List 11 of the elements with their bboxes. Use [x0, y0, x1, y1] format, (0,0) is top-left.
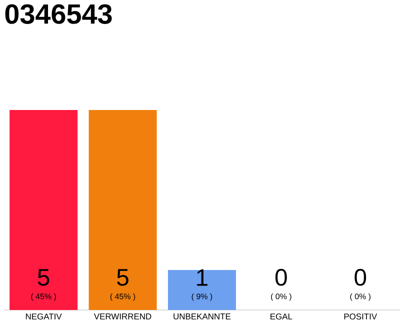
data-label: 0 [354, 268, 366, 286]
x-tick-label: UNBEKANNTE [174, 314, 231, 320]
x-tick-label: POSITIV [344, 314, 378, 320]
data-label: 0 [275, 268, 287, 286]
x-tick-label: EGAL [270, 314, 292, 320]
chart-title: 0346543 [5, 4, 112, 24]
data-label: 1 [197, 269, 208, 286]
x-tick-label: NEGATIV [26, 314, 62, 320]
data-label: 5 [38, 269, 50, 286]
data-label: 5 [117, 269, 128, 286]
x-tick-label: VERWIRREND [94, 314, 152, 320]
